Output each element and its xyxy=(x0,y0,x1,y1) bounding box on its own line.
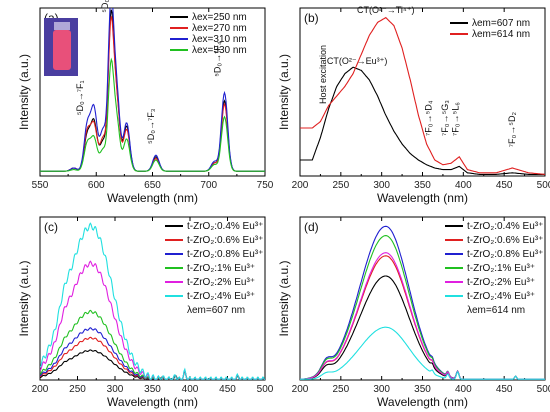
x-tick-label: 300 xyxy=(107,384,124,395)
series-line-2 xyxy=(40,336,265,380)
series-line-2 xyxy=(300,255,545,380)
legend-entry: λex=270 nm xyxy=(192,23,247,34)
x-tick-label: 750 xyxy=(257,180,274,191)
series-line-3 xyxy=(40,8,265,172)
legend-entry: t-ZrO₂:0.8% Eu³⁺ xyxy=(467,249,543,260)
y-axis-label: Intensity (a.u.) xyxy=(277,260,291,336)
panel-label: (d) xyxy=(304,220,319,234)
x-tick-label: 300 xyxy=(373,384,390,395)
x-tick-label: 350 xyxy=(414,384,431,395)
series-line-3 xyxy=(40,327,265,380)
x-tick-label: 650 xyxy=(144,180,161,191)
series-line-4 xyxy=(40,57,265,172)
vial-cap xyxy=(54,22,70,30)
legend-entry: t-ZrO₂:1% Eu³⁺ xyxy=(467,263,535,274)
transition-label: ⁵D₀→⁷F₃ xyxy=(146,108,156,144)
transition-label: ⁷F₀→⁵G₃ xyxy=(440,100,450,136)
x-axis-label: Wavelength (nm) xyxy=(107,191,198,205)
series-line-4 xyxy=(40,309,265,380)
x-tick-label: 500 xyxy=(537,180,550,191)
x-tick-label: 250 xyxy=(332,180,349,191)
legend-entry: t-ZrO₂:2% Eu³⁺ xyxy=(467,277,535,288)
legend-entry: λem=614 nm xyxy=(472,29,530,40)
series-line-2 xyxy=(300,16,545,175)
legend-entry: t-ZrO₂:4% Eu³⁺ xyxy=(467,291,535,302)
y-axis-label: Intensity (a.u.) xyxy=(17,260,31,336)
x-axis-label: Wavelength (nm) xyxy=(107,395,198,409)
vial-body xyxy=(53,30,71,70)
x-tick-label: 400 xyxy=(182,384,199,395)
x-tick-label: 350 xyxy=(144,384,161,395)
vial-inset xyxy=(44,18,78,76)
x-tick-label: 250 xyxy=(332,384,349,395)
legend-entry: t-ZrO₂:2% Eu³⁺ xyxy=(187,277,255,288)
legend-note: λem=607 nm xyxy=(187,305,245,316)
plot-area xyxy=(40,8,265,172)
x-tick-label: 600 xyxy=(88,180,105,191)
legend-entry: t-ZrO₂:0.4% Eu³⁺ xyxy=(467,221,543,232)
x-tick-label: 200 xyxy=(292,384,309,395)
x-tick-label: 700 xyxy=(200,180,217,191)
y-axis-label: Intensity (a.u.) xyxy=(17,54,31,130)
legend-entry: λex=310 nm xyxy=(192,34,247,45)
x-tick-label: 250 xyxy=(69,384,86,395)
legend-entry: λem=607 nm xyxy=(472,18,530,29)
panel-label: (b) xyxy=(304,11,319,25)
transition-label: ⁵D₀→⁷F₁ xyxy=(75,80,85,115)
series-line-6 xyxy=(300,326,545,380)
legend-entry: λex=250 nm xyxy=(192,12,247,23)
x-tick-label: 500 xyxy=(537,384,550,395)
x-axis-label: Wavelength (nm) xyxy=(377,191,468,205)
x-tick-label: 350 xyxy=(414,180,431,191)
series-line-6 xyxy=(40,222,265,380)
series-line-1 xyxy=(300,66,545,175)
panel-c: 200 250 300 350 400 450 500 Wavelength (nm) Inte… xyxy=(17,216,274,409)
legend-entry: t-ZrO₂:0.4% Eu³⁺ xyxy=(187,221,263,232)
x-tick-label: 550 xyxy=(32,180,49,191)
panel-d: 200 250 300 350 400 450 500 Wavelength (nm) Inte… xyxy=(277,216,550,409)
legend-entry: t-ZrO₂:4% Eu³⁺ xyxy=(187,291,255,302)
x-tick-label: 450 xyxy=(219,384,236,395)
legend-entry: λex=330 nm xyxy=(192,45,247,56)
x-tick-label: 400 xyxy=(455,384,472,395)
panel-b: 200 250 300 350 400 450 500 Wavelength (nm) Inte… xyxy=(277,5,550,205)
x-tick-label: 500 xyxy=(257,384,274,395)
legend-entry: t-ZrO₂:1% Eu³⁺ xyxy=(187,263,255,274)
x-tick-label: 300 xyxy=(373,180,390,191)
transition-label: CT(O²⁻→Eu³⁺) xyxy=(327,56,388,66)
legend-note: λem=614 nm xyxy=(467,305,525,316)
plot-area xyxy=(40,222,265,380)
panel-a: 550 600 650 700 750 Wavelength (nm) Intensity … xyxy=(17,0,274,205)
x-axis-label: Wavelength (nm) xyxy=(377,395,468,409)
transition-label: CT(O²⁻→Ti⁴⁺) xyxy=(357,5,415,15)
legend-entry: t-ZrO₂:0.8% Eu³⁺ xyxy=(187,249,263,260)
x-tick-label: 200 xyxy=(32,384,49,395)
x-tick-label: 450 xyxy=(496,180,513,191)
transition-label: ⁷F₀→⁵L₆ xyxy=(450,102,460,136)
panel-label: (c) xyxy=(44,220,58,234)
transition-label: ⁷F₀→⁵D₂ xyxy=(507,111,517,147)
y-axis-label: Intensity (a.u.) xyxy=(277,54,291,130)
transition-label: ⁵D₀→⁷F₄ xyxy=(212,41,222,77)
plot-area xyxy=(300,225,545,380)
transition-label: ⁵D₀→⁷F₂ xyxy=(100,0,110,13)
plot-area xyxy=(300,16,545,175)
x-tick-label: 200 xyxy=(292,180,309,191)
x-tick-label: 450 xyxy=(496,384,513,395)
legend-entry: t-ZrO₂:0.6% Eu³⁺ xyxy=(467,235,543,246)
legend-entry: t-ZrO₂:0.6% Eu³⁺ xyxy=(187,235,263,246)
x-tick-label: 400 xyxy=(455,180,472,191)
transition-label: ⁷F₀→⁵D₄ xyxy=(423,100,433,136)
transition-label: Host excitation xyxy=(318,45,328,104)
